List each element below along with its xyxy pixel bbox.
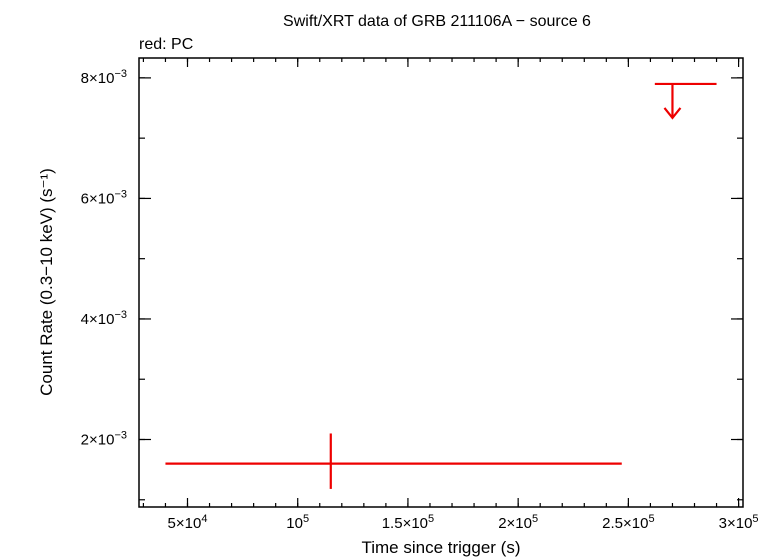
y-axis-label: Count Rate (0.3−10 keV) (s⁻¹): [37, 168, 56, 396]
x-tick-label: 105: [286, 513, 309, 532]
plot-frame: [138, 57, 744, 508]
data-marks: [165, 82, 717, 489]
x-tick-label: 3×105: [719, 513, 759, 532]
y-tick-label: 4×10−3: [81, 309, 127, 328]
x-axis-label: Time since trigger (s): [361, 538, 520, 557]
x-tick-label: 2×105: [498, 513, 538, 532]
chart-title: Swift/XRT data of GRB 211106A − source 6: [283, 13, 591, 30]
axis-ticks: [139, 58, 743, 507]
x-tick-label: 2.5×105: [602, 513, 654, 532]
y-tick-label: 2×10−3: [81, 429, 127, 448]
x-tick-label: 5×104: [168, 513, 208, 532]
chart-subtitle: red: PC: [139, 36, 193, 53]
y-tick-label: 8×10−3: [81, 68, 127, 87]
tick-labels: 5×104 105 1.5×105 2×105 2.5×105 3×105 2×10−3 4×…: [81, 68, 759, 532]
x-tick-label: 1.5×105: [382, 513, 434, 532]
upper-limit-arrow-head: [663, 107, 682, 120]
y-tick-label: 6×10−3: [81, 188, 127, 207]
